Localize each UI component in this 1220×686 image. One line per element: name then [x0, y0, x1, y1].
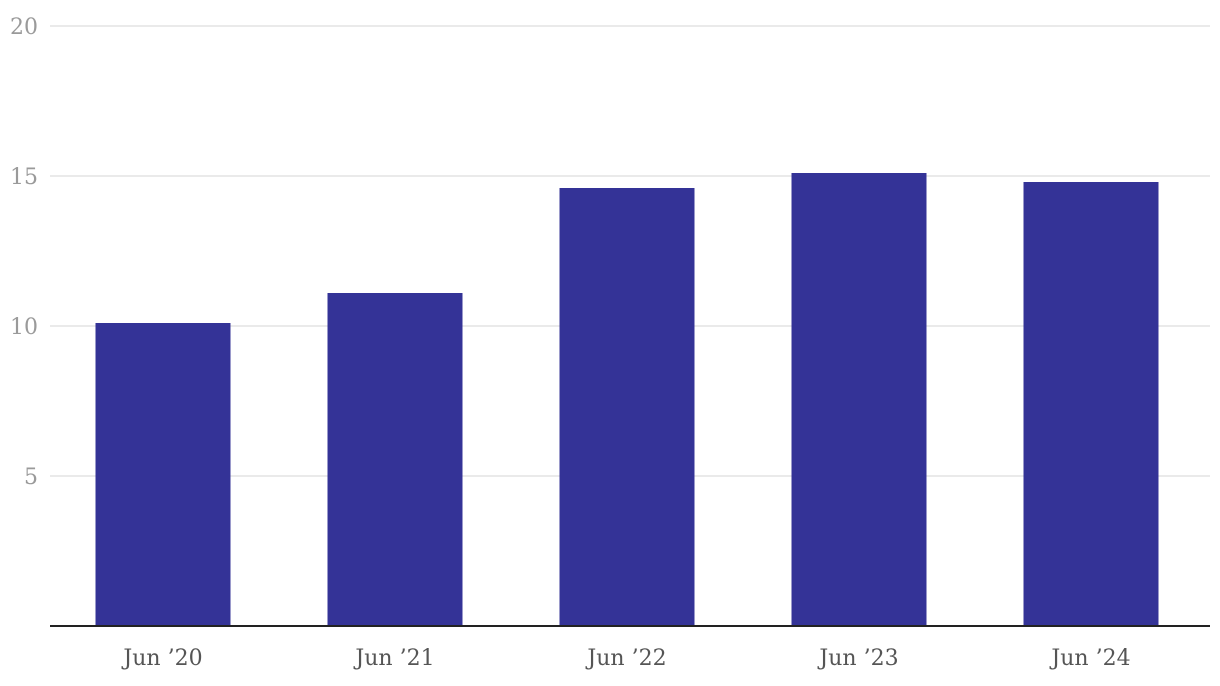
- bar: [95, 323, 231, 626]
- bar: [791, 173, 927, 626]
- x-axis-category-labels: Jun ’20 Jun ’21 Jun ’22 Jun ’23 Jun ’24: [121, 646, 1130, 671]
- x-tick-label: Jun ’20: [121, 646, 202, 671]
- x-tick-label: Jun ’24: [1049, 646, 1130, 671]
- y-axis-tick-labels: 5 10 15 20: [10, 15, 38, 490]
- y-tick-label: 5: [24, 465, 38, 490]
- bar: [559, 188, 695, 626]
- bars: [95, 173, 1159, 626]
- y-tick-label: 15: [10, 165, 38, 190]
- y-tick-label: 20: [10, 15, 38, 40]
- bar: [327, 293, 463, 626]
- x-tick-label: Jun ’22: [585, 646, 666, 671]
- x-tick-label: Jun ’21: [353, 646, 434, 671]
- y-tick-label: 10: [10, 315, 38, 340]
- x-tick-label: Jun ’23: [817, 646, 898, 671]
- bar: [1023, 182, 1159, 626]
